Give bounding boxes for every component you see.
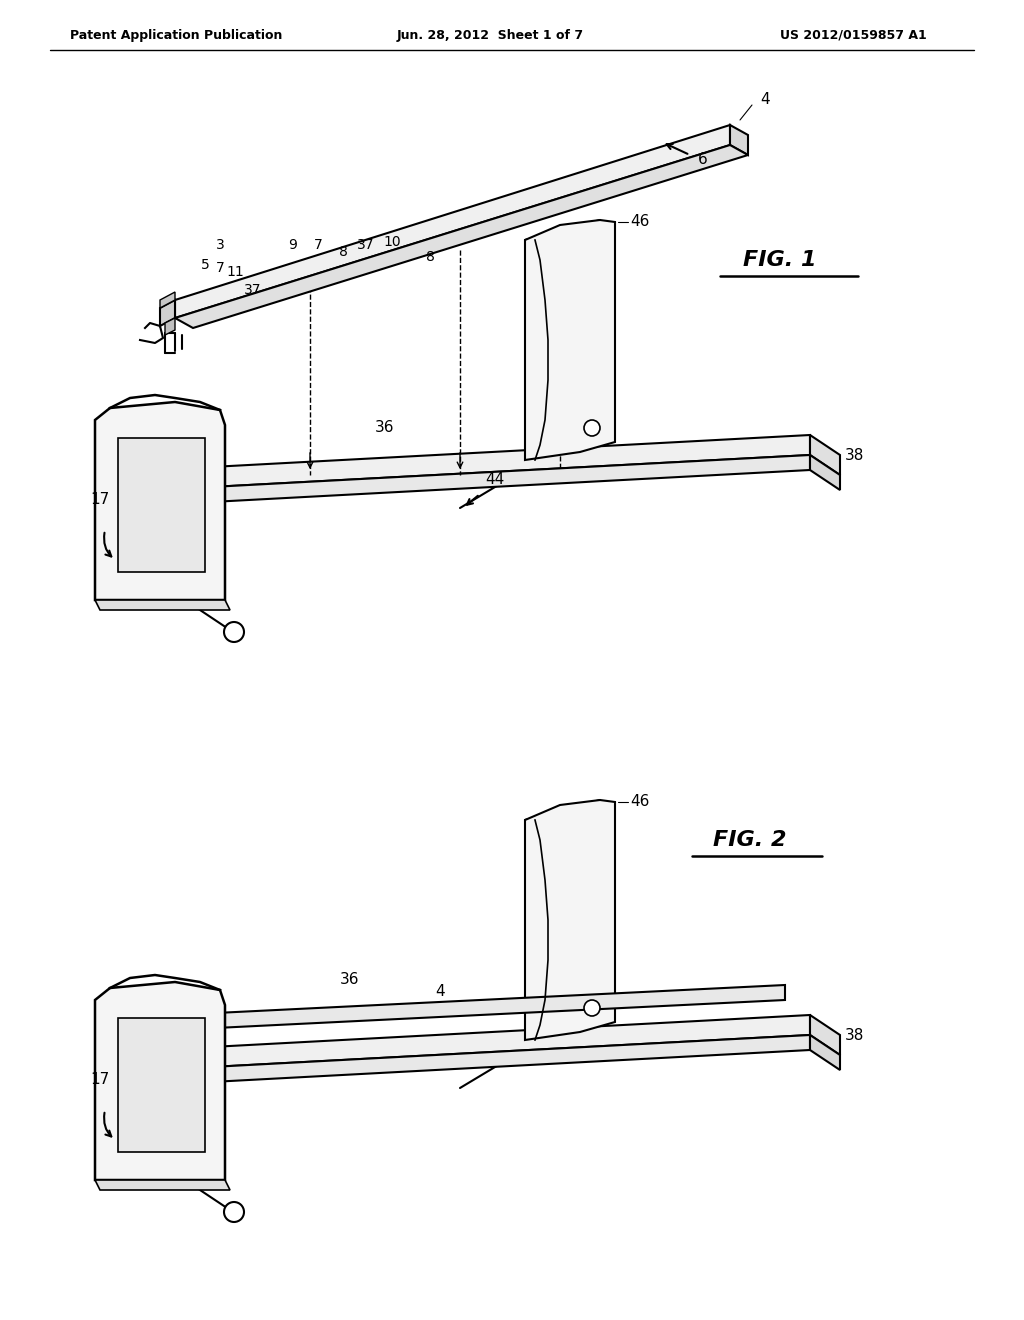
Polygon shape bbox=[175, 145, 748, 327]
Text: 36: 36 bbox=[340, 973, 359, 987]
Polygon shape bbox=[175, 985, 785, 1030]
Circle shape bbox=[584, 420, 600, 436]
Text: 46: 46 bbox=[631, 214, 649, 230]
Text: 7: 7 bbox=[313, 238, 323, 252]
Text: 17: 17 bbox=[90, 492, 110, 507]
Polygon shape bbox=[155, 1035, 810, 1085]
Polygon shape bbox=[118, 1018, 205, 1152]
Text: 3: 3 bbox=[216, 238, 224, 252]
Polygon shape bbox=[525, 220, 615, 459]
Text: 8: 8 bbox=[339, 246, 347, 259]
Text: 17: 17 bbox=[90, 1072, 110, 1088]
Text: 5: 5 bbox=[201, 257, 209, 272]
Text: Jun. 28, 2012  Sheet 1 of 7: Jun. 28, 2012 Sheet 1 of 7 bbox=[396, 29, 584, 41]
Polygon shape bbox=[155, 436, 810, 490]
Circle shape bbox=[224, 1203, 244, 1222]
Polygon shape bbox=[95, 403, 225, 601]
Text: 4: 4 bbox=[435, 985, 444, 999]
Polygon shape bbox=[810, 1015, 840, 1055]
Text: 6: 6 bbox=[698, 153, 708, 168]
Polygon shape bbox=[730, 125, 748, 154]
Text: Patent Application Publication: Patent Application Publication bbox=[70, 29, 283, 41]
Text: FIG. 2: FIG. 2 bbox=[714, 830, 786, 850]
Polygon shape bbox=[160, 300, 175, 326]
Polygon shape bbox=[155, 1015, 810, 1071]
Text: 11: 11 bbox=[226, 265, 244, 279]
Text: 37: 37 bbox=[245, 282, 262, 297]
Circle shape bbox=[584, 1001, 600, 1016]
Polygon shape bbox=[810, 1035, 840, 1071]
Polygon shape bbox=[525, 800, 615, 1040]
Text: 46: 46 bbox=[631, 795, 649, 809]
Text: US 2012/0159857 A1: US 2012/0159857 A1 bbox=[780, 29, 927, 41]
Polygon shape bbox=[165, 318, 175, 335]
Text: 8: 8 bbox=[426, 249, 434, 264]
Polygon shape bbox=[118, 438, 205, 572]
Text: 38: 38 bbox=[846, 1027, 864, 1043]
Text: 9: 9 bbox=[289, 238, 297, 252]
Polygon shape bbox=[810, 436, 840, 475]
Text: 10: 10 bbox=[383, 235, 400, 249]
Text: 37: 37 bbox=[357, 238, 375, 252]
Text: 7: 7 bbox=[216, 261, 224, 275]
Polygon shape bbox=[155, 455, 810, 506]
Polygon shape bbox=[95, 601, 230, 610]
Polygon shape bbox=[810, 455, 840, 490]
Text: FIG. 1: FIG. 1 bbox=[743, 249, 817, 271]
Text: 38: 38 bbox=[846, 447, 864, 462]
Polygon shape bbox=[160, 292, 175, 308]
Circle shape bbox=[224, 622, 244, 642]
Text: 44: 44 bbox=[485, 473, 505, 487]
Polygon shape bbox=[175, 125, 730, 318]
Text: 4: 4 bbox=[760, 92, 770, 107]
Polygon shape bbox=[95, 1180, 230, 1191]
Text: 36: 36 bbox=[375, 420, 394, 434]
Polygon shape bbox=[95, 982, 225, 1180]
